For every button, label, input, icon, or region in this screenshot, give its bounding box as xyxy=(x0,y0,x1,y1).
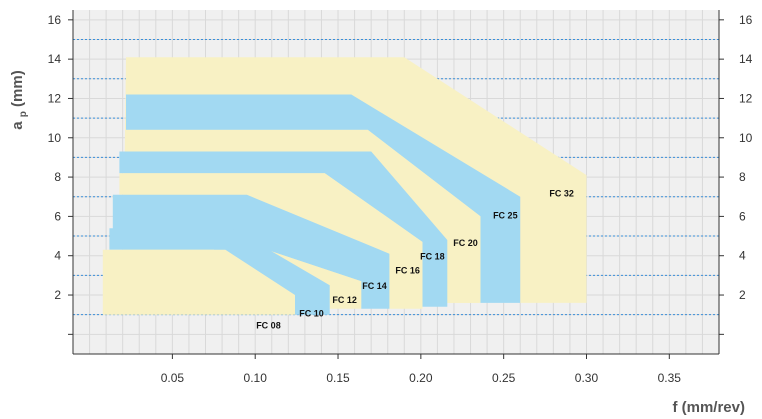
y-tick-label-left: 16 xyxy=(48,13,62,27)
y-axis-title-unit: (mm) xyxy=(9,70,26,107)
region-fc-20 xyxy=(126,129,481,303)
x-tick-label: 0.35 xyxy=(658,371,682,385)
y-tick-label-right: 16 xyxy=(739,13,753,27)
x-tick-label: 0.05 xyxy=(161,371,185,385)
y-tick-label-left: 4 xyxy=(54,249,61,263)
region-label: FC 14 xyxy=(362,281,387,291)
x-axis-title: f (mm/rev) xyxy=(672,399,745,416)
region-label: FC 08 xyxy=(256,320,281,330)
x-tick-label: 0.15 xyxy=(326,371,350,385)
region-label: FC 12 xyxy=(332,295,357,305)
x-tick-label: 0.25 xyxy=(492,371,516,385)
y-tick-label-left: 6 xyxy=(54,209,61,223)
region-fc-14 xyxy=(112,194,390,309)
y-tick-label-right: 12 xyxy=(739,91,753,105)
y-tick-label-right: 4 xyxy=(739,249,746,263)
region-label: FC 20 xyxy=(453,238,478,248)
y-tick-label-right: 2 xyxy=(739,288,746,302)
tick-labels: 0.05 0.10 0.15 0.20 0.25 0.30 0.35 2 2 4 4 6 6 8 8 10 10… xyxy=(48,13,753,385)
region-label: FC 25 xyxy=(493,210,518,220)
y-tick-label-right: 8 xyxy=(739,170,746,184)
region-fc-18 xyxy=(119,151,448,307)
y-axis-title: a p (mm) xyxy=(9,70,30,129)
region-fc-16 xyxy=(119,173,423,309)
region-label: FC 10 xyxy=(299,309,324,319)
region-fc-10 xyxy=(109,228,330,315)
y-axis-title-main: a xyxy=(9,121,26,130)
region-fc-25 xyxy=(126,94,521,303)
y-tick-label-right: 10 xyxy=(739,131,753,145)
y-tick-label-right: 14 xyxy=(739,52,753,66)
axes xyxy=(72,10,720,355)
region-label: FC 18 xyxy=(420,252,445,262)
region-fc-08 xyxy=(102,249,295,315)
x-tick-label: 0.20 xyxy=(409,371,433,385)
regions xyxy=(102,57,587,315)
y-tick-label-right: 6 xyxy=(739,209,746,223)
y-tick-label-left: 8 xyxy=(54,170,61,184)
y-tick-label-left: 2 xyxy=(54,288,61,302)
y-axis-title-sub: p xyxy=(18,111,29,117)
y-tick-label-left: 14 xyxy=(48,52,62,66)
x-tick-label: 0.30 xyxy=(575,371,599,385)
region-label: FC 16 xyxy=(395,265,420,275)
x-tick-label: 0.10 xyxy=(244,371,268,385)
y-tick-label-left: 12 xyxy=(48,91,62,105)
y-tick-label-left: 10 xyxy=(48,131,62,145)
region-label: FC 32 xyxy=(549,189,574,199)
